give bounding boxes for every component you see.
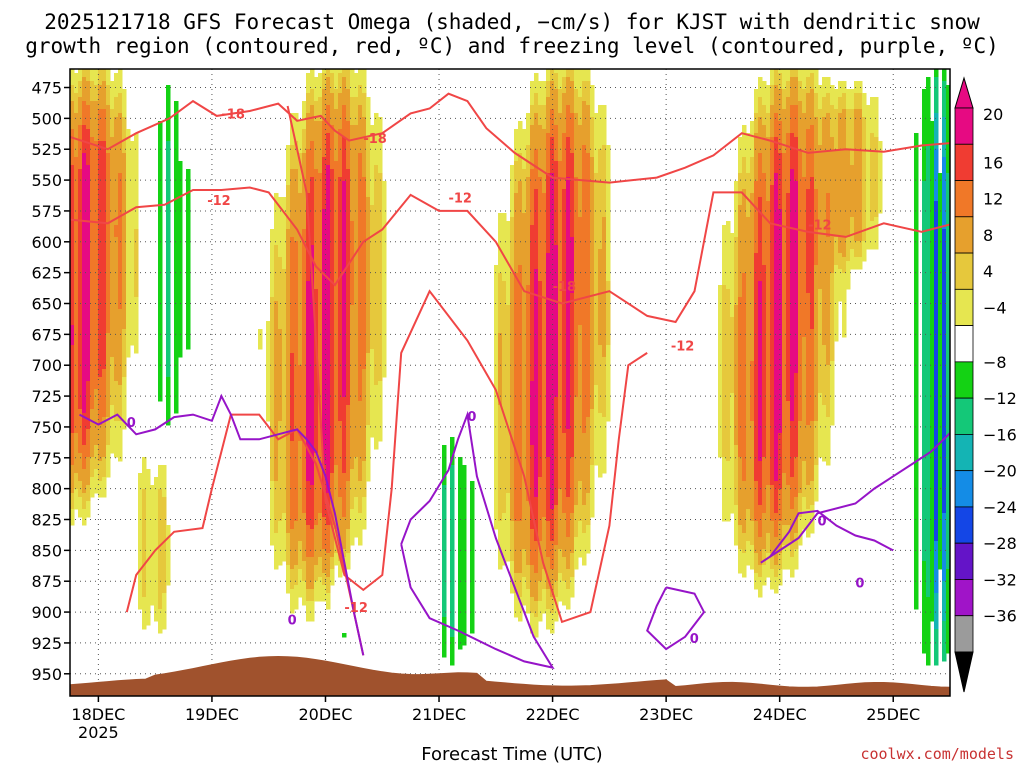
colorbar-swatch [954,506,974,544]
y-tick-label: 775 [31,449,62,468]
contour-label: 0 [818,515,827,530]
colorbar-min-arrow [954,651,974,693]
terrain-surface [70,655,950,696]
x-axis-label: Forecast Time (UTC) [421,744,603,765]
freezing-level-mid [400,410,555,670]
contour-label: -12 [671,339,695,354]
x-tick-label: 25DEC [866,705,920,724]
colorbar-label: 20 [983,105,1003,124]
colorbar-label: 4 [983,262,993,281]
contour-label: 0 [127,416,136,431]
dgz-contour-middle [70,186,950,324]
freezing-level-loop [769,509,894,558]
y-tick-label: 950 [31,665,62,684]
dgz-contour-lower [286,105,648,624]
colorbar-label: −4 [983,298,1007,317]
colorbar-label: −36 [983,607,1017,626]
contours: -18 -12 -18 -12 -12 -18 -12 -12 0 0 0 0 0 0 [70,92,950,670]
y-tick-label: 700 [31,356,62,375]
colorbar-label: −20 [983,462,1017,481]
y-tick-label: 825 [31,511,62,530]
colorbar-swatch [954,216,974,254]
colorbar-swatch [954,361,974,399]
colorbar-label: −24 [983,498,1017,517]
contour-label: -18 [221,107,245,122]
y-tick-label: 600 [31,233,62,252]
colorbar-swatch [954,288,974,327]
y-tick-label: 850 [31,541,62,560]
y-tick-label: 800 [31,480,62,499]
colorbar-swatch [954,180,974,218]
contour-label: 0 [467,410,476,425]
colorbar-swatch [954,470,974,508]
colorbar-swatch [954,397,974,435]
contour-label: -12 [344,601,368,616]
y-tick-label: 675 [31,325,62,344]
contour-label: 0 [288,613,297,628]
y-tick-label: 500 [31,109,62,128]
y-tick-label: 875 [31,572,62,591]
y-axis: 475 500 525 550 575 600 625 650 675 700 725 750 775 8… [31,79,70,684]
contour-label: -12 [207,194,231,209]
colorbar-swatch [954,325,974,363]
colorbar: 20 16 12 8 4 −4 −8 −12 −16 −20 −24 −28 −32 −36 [954,76,1017,693]
contour-label: -18 [553,280,577,295]
dgz-contour-bottom [125,413,365,656]
colorbar-label: 16 [983,153,1003,172]
colorbar-swatch [954,107,974,145]
y-tick-label: 925 [31,634,62,653]
colorbar-swatch [954,433,974,472]
colorbar-label: 8 [983,226,993,245]
contour-label: -12 [448,191,472,206]
contour-label: 0 [855,576,864,591]
y-tick-label: 550 [31,171,62,190]
contour-label: -12 [808,218,832,233]
dgz-contour-upper [70,92,950,184]
y-tick-label: 575 [31,202,62,221]
contour-label: -18 [363,132,387,147]
colorbar-swatch [954,579,974,617]
freezing-level-left [79,393,365,656]
y-tick-label: 725 [31,387,62,406]
plot-frame [69,68,951,697]
freezing-level-right [760,432,950,564]
x-tick-label: 24DEC [753,705,807,724]
freezing-level-island [646,586,706,651]
x-tick-label: 18DEC [71,705,125,724]
colorbar-swatch [954,615,974,653]
grid-lines [70,69,950,696]
x-tick-label: 23DEC [639,705,693,724]
y-tick-label: 900 [31,603,62,622]
colorbar-max-arrow [954,76,974,109]
y-tick-label: 650 [31,295,62,314]
colorbar-label: −8 [983,353,1007,372]
contour-label: 0 [690,632,699,647]
colorbar-label: −12 [983,389,1017,408]
y-tick-label: 750 [31,418,62,437]
x-tick-year: 2025 [78,723,119,742]
x-tick-label: 22DEC [526,705,580,724]
y-tick-label: 475 [31,79,62,98]
colorbar-swatch [954,143,974,181]
x-tick-label: 20DEC [298,705,352,724]
chart-title-line2: growth region (contoured, red, ºC) and f… [25,34,999,58]
y-tick-label: 625 [31,264,62,283]
site-credit[interactable]: coolwx.com/models [860,745,1014,763]
colorbar-swatch [954,252,974,290]
x-tick-label: 21DEC [412,705,466,724]
colorbar-label: −32 [983,570,1017,589]
colorbar-label: 12 [983,190,1003,209]
colorbar-swatch [954,542,974,580]
chart-title-line1: 2025121718 GFS Forecast Omega (shaded, −… [44,10,980,34]
colorbar-label: −28 [983,534,1017,553]
y-tick-label: 525 [31,140,62,159]
x-tick-label: 19DEC [185,705,239,724]
colorbar-label: −16 [983,425,1017,444]
